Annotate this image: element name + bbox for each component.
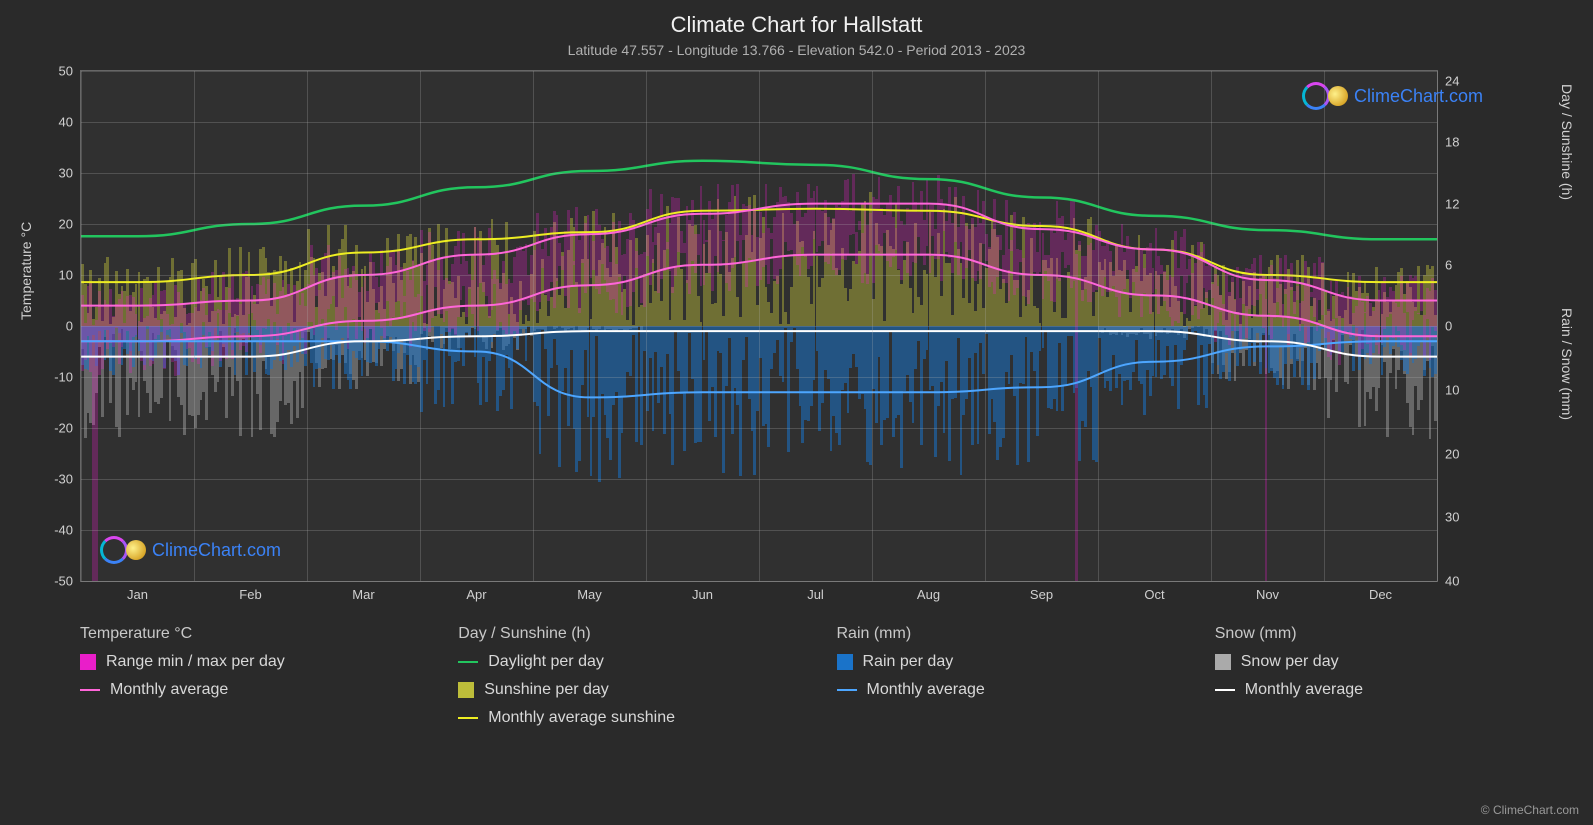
xtick: Jun (692, 587, 713, 602)
xtick: Apr (466, 587, 486, 602)
ytick-left: -40 (54, 523, 73, 538)
legend-heading: Temperature °C (80, 625, 418, 643)
copyright-text: © ClimeChart.com (1481, 803, 1579, 817)
legend-swatch-line (458, 717, 478, 719)
ytick-right-bottom: 20 (1445, 446, 1459, 461)
logo-sun-icon (1328, 86, 1348, 106)
ytick-left: 20 (59, 217, 73, 232)
xtick: Dec (1369, 587, 1392, 602)
legend-group: Temperature °C Range min / max per day Mon… (80, 625, 418, 727)
ytick-right-bottom: 40 (1445, 574, 1459, 589)
ytick-left: -50 (54, 574, 73, 589)
legend-label: Monthly average (867, 681, 985, 699)
legend-group: Day / Sunshine (h) Daylight per day Sunshi… (458, 625, 796, 727)
xtick: Jan (127, 587, 148, 602)
legend-swatch-line (80, 689, 100, 691)
climate-chart: Climate Chart for Hallstatt Latitude 47.… (0, 0, 1593, 825)
legend-group: Rain (mm) Rain per day Monthly average (837, 625, 1175, 727)
ytick-right-bottom: 30 (1445, 510, 1459, 525)
ytick-left: -30 (54, 472, 73, 487)
legend-swatch-square (1215, 654, 1231, 670)
legend-swatch-square (837, 654, 853, 670)
chart-subtitle: Latitude 47.557 - Longitude 13.766 - Ele… (0, 42, 1593, 58)
y-axis-label-right-bottom: Rain / Snow (mm) (1559, 308, 1575, 420)
chart-title: Climate Chart for Hallstatt (0, 12, 1593, 38)
logo-ring-icon (100, 536, 128, 564)
legend-swatch-square (80, 654, 96, 670)
legend-item: Rain per day (837, 653, 1175, 671)
legend-swatch-line (458, 661, 478, 663)
ytick-right-bottom: 10 (1445, 382, 1459, 397)
legend-item: Monthly average sunshine (458, 709, 796, 727)
legend-item: Monthly average (80, 681, 418, 699)
ytick-left: -10 (54, 370, 73, 385)
logo-ring-icon (1302, 82, 1330, 110)
legend: Temperature °C Range min / max per day Mon… (80, 625, 1553, 727)
legend-item: Daylight per day (458, 653, 796, 671)
ytick-right-top: 0 (1445, 319, 1452, 334)
legend-heading: Day / Sunshine (h) (458, 625, 796, 643)
brand-logo-bottom-left: ClimeChart.com (100, 536, 281, 564)
legend-label: Daylight per day (488, 653, 604, 671)
ytick-left: 0 (66, 319, 73, 334)
xtick: Feb (239, 587, 261, 602)
ytick-right-top: 6 (1445, 257, 1452, 272)
legend-label: Monthly average (110, 681, 228, 699)
brand-logo-top-right: ClimeChart.com (1302, 82, 1483, 110)
legend-heading: Snow (mm) (1215, 625, 1553, 643)
ytick-left: 10 (59, 268, 73, 283)
ytick-left: 40 (59, 115, 73, 130)
ytick-left: 30 (59, 166, 73, 181)
legend-label: Monthly average (1245, 681, 1363, 699)
legend-swatch-line (837, 689, 857, 691)
legend-label: Snow per day (1241, 653, 1339, 671)
legend-swatch-square (458, 682, 474, 698)
legend-label: Sunshine per day (484, 681, 609, 699)
legend-item: Snow per day (1215, 653, 1553, 671)
legend-heading: Rain (mm) (837, 625, 1175, 643)
brand-text: ClimeChart.com (152, 540, 281, 561)
brand-text: ClimeChart.com (1354, 86, 1483, 107)
legend-item: Range min / max per day (80, 653, 418, 671)
xtick: Nov (1256, 587, 1279, 602)
ytick-right-top: 18 (1445, 135, 1459, 150)
legend-label: Range min / max per day (106, 653, 285, 671)
plot-area: 50403020100-10-20-30-40-5024181260102030… (80, 70, 1436, 580)
xtick: Oct (1144, 587, 1164, 602)
y-axis-label-right-top: Day / Sunshine (h) (1559, 84, 1575, 200)
legend-label: Rain per day (863, 653, 954, 671)
logo-sun-icon (126, 540, 146, 560)
legend-group: Snow (mm) Snow per day Monthly average (1215, 625, 1553, 727)
y-axis-label-left: Temperature °C (18, 222, 34, 320)
legend-swatch-line (1215, 689, 1235, 691)
legend-item: Monthly average (1215, 681, 1553, 699)
ytick-left: 50 (59, 64, 73, 79)
ytick-right-top: 12 (1445, 196, 1459, 211)
xtick: Aug (917, 587, 940, 602)
plot-inner: 50403020100-10-20-30-40-5024181260102030… (80, 70, 1438, 582)
xtick: Sep (1030, 587, 1053, 602)
xtick: Jul (807, 587, 824, 602)
legend-item: Sunshine per day (458, 681, 796, 699)
legend-label: Monthly average sunshine (488, 709, 675, 727)
legend-item: Monthly average (837, 681, 1175, 699)
xtick: May (577, 587, 602, 602)
ytick-left: -20 (54, 421, 73, 436)
xtick: Mar (352, 587, 374, 602)
